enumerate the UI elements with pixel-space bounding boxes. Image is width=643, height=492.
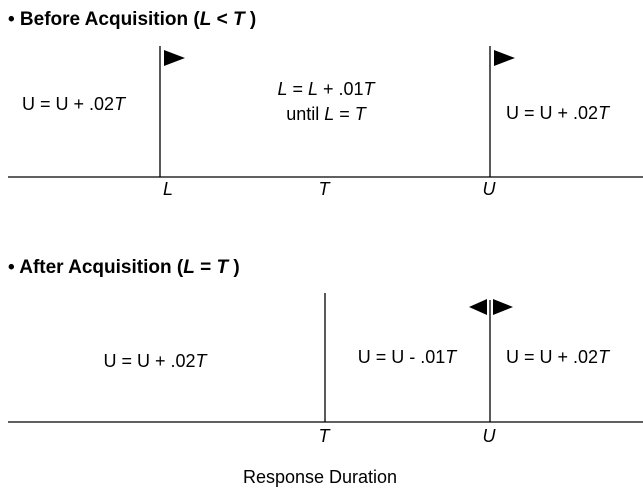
rule-label: until L = T bbox=[286, 104, 368, 124]
text: U = U - .01 bbox=[358, 347, 446, 367]
shift-arrow bbox=[493, 299, 513, 315]
text: ) bbox=[245, 9, 257, 30]
text: U = U + .02 bbox=[22, 94, 114, 114]
rule-label: L = L + .01T bbox=[277, 79, 376, 99]
axis-label: L bbox=[163, 179, 173, 199]
text: T bbox=[598, 103, 611, 123]
shift-arrow bbox=[164, 50, 185, 66]
text: • After Acquisition ( bbox=[8, 257, 184, 278]
text: T bbox=[114, 94, 127, 114]
text: L bbox=[324, 104, 334, 124]
section-title: • After Acquisition (L = T ) bbox=[8, 257, 240, 278]
text: U = U + .02 bbox=[103, 351, 195, 371]
rule-label: U = U + .02T bbox=[506, 347, 611, 367]
text: T bbox=[445, 347, 458, 367]
rule-label: U = U - .01T bbox=[358, 347, 459, 367]
text: + .01 bbox=[318, 79, 364, 99]
rule-label: U = U + .02T bbox=[22, 94, 127, 114]
text: T bbox=[355, 104, 368, 124]
text: ) bbox=[228, 257, 240, 278]
text: = bbox=[195, 257, 217, 278]
section-title: • Before Acquisition (L < T ) bbox=[8, 9, 256, 30]
text: U = U + .02 bbox=[506, 347, 598, 367]
text: T bbox=[364, 79, 377, 99]
text: L bbox=[308, 79, 318, 99]
text: L bbox=[277, 79, 287, 99]
text: U = U + .02 bbox=[506, 103, 598, 123]
text: T bbox=[233, 9, 246, 30]
text: = bbox=[287, 79, 308, 99]
rule-label: U = U + .02T bbox=[103, 351, 208, 371]
axis-label: T bbox=[319, 179, 332, 199]
axis-label: T bbox=[319, 426, 332, 446]
text: T bbox=[598, 347, 611, 367]
shift-arrow bbox=[469, 299, 487, 315]
text: = bbox=[334, 104, 355, 124]
text: until bbox=[286, 104, 324, 124]
axis-label: U bbox=[483, 179, 497, 199]
text: L bbox=[183, 257, 195, 278]
shift-arrow bbox=[494, 50, 515, 66]
text: < bbox=[211, 9, 233, 30]
text: T bbox=[196, 351, 209, 371]
text: • Before Acquisition ( bbox=[8, 9, 200, 30]
x-axis-label: Response Duration bbox=[243, 467, 397, 487]
axis-label: U bbox=[483, 426, 497, 446]
text: T bbox=[216, 257, 229, 278]
text: L bbox=[200, 9, 212, 30]
rule-label: U = U + .02T bbox=[506, 103, 611, 123]
